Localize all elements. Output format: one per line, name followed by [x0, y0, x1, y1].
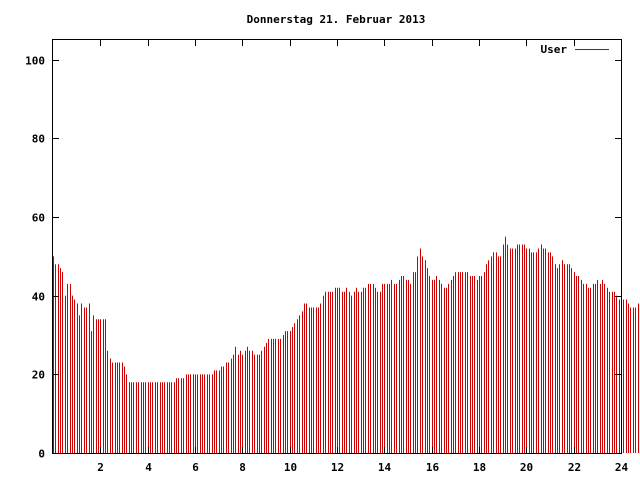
- x-tick-label: 16: [426, 461, 440, 474]
- x-tick-label: 6: [192, 461, 199, 474]
- x-tick-label: 10: [284, 461, 297, 474]
- x-tick-label: 2: [97, 461, 104, 474]
- x-tick-label: 4: [145, 461, 152, 474]
- y-tick-label: 40: [32, 291, 45, 304]
- x-tick-label: 12: [331, 461, 344, 474]
- x-tick-label: 22: [568, 461, 581, 474]
- x-tick-label: 20: [520, 461, 533, 474]
- x-tick-label: 14: [378, 461, 392, 474]
- y-tick-label: 100: [25, 55, 45, 68]
- y-tick-label: 80: [32, 133, 45, 146]
- bar-series: [53, 236, 639, 453]
- x-tick-label: 8: [239, 461, 246, 474]
- y-tick-label: 20: [32, 369, 45, 382]
- legend: User: [541, 43, 609, 56]
- chart-title: Donnerstag 21. Februar 2013: [247, 13, 426, 26]
- y-tick-label: 60: [32, 212, 45, 225]
- y-tick-label: 0: [38, 448, 45, 461]
- legend-label: User: [541, 43, 568, 56]
- plot-frame: [52, 39, 622, 454]
- x-tick-label: 18: [473, 461, 486, 474]
- x-tick-label: 24: [615, 461, 629, 474]
